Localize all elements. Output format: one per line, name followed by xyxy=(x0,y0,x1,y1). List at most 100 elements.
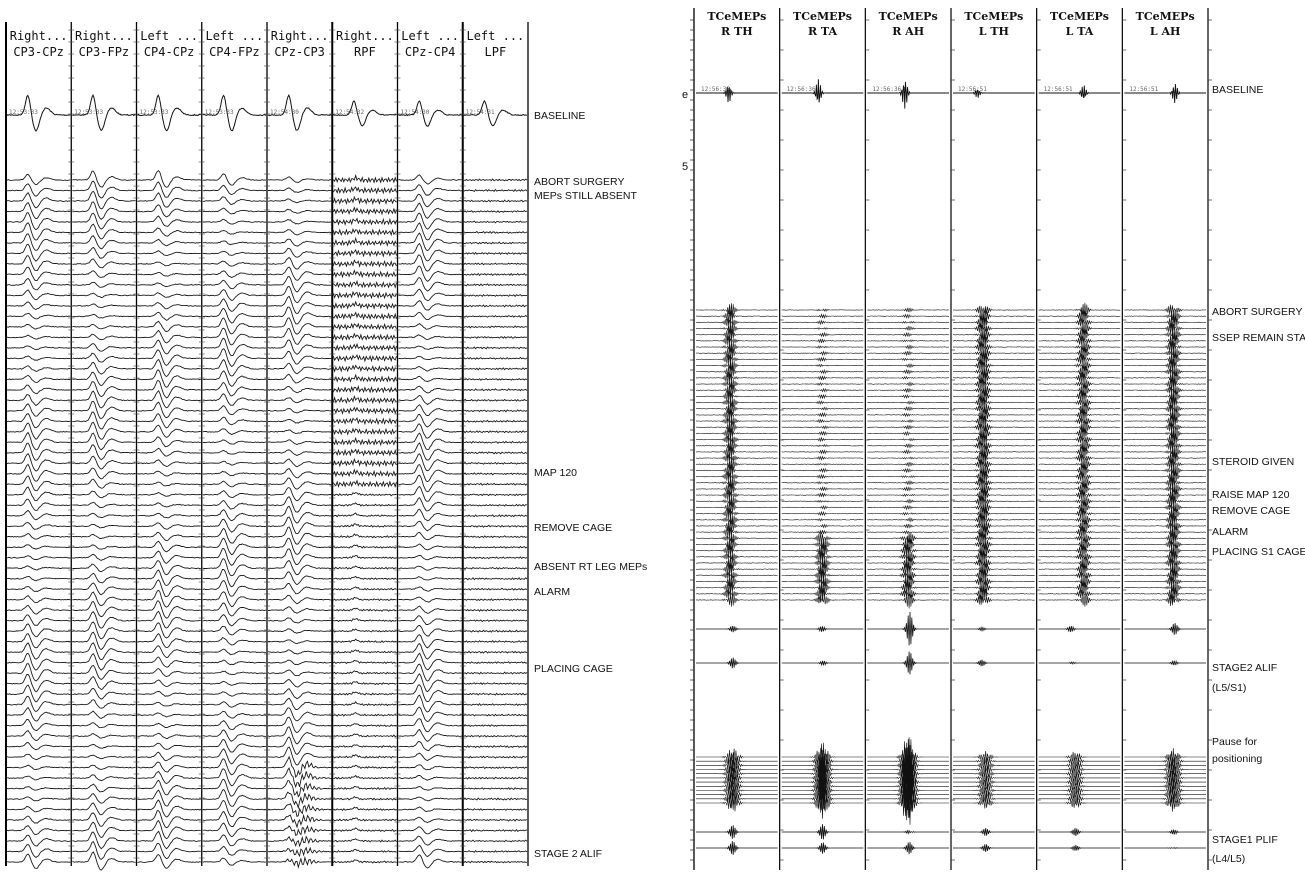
tcemep-trace xyxy=(781,518,864,522)
ssep-trace xyxy=(137,722,201,728)
tcemep-trace xyxy=(867,523,949,529)
tcemep-trace xyxy=(696,776,778,796)
ssep-trace xyxy=(398,796,462,802)
ssep-trace xyxy=(137,610,201,629)
ssep-trace xyxy=(72,478,136,489)
ssep-trace xyxy=(463,797,528,801)
tcemep-trace xyxy=(952,412,1035,430)
tcemep-trace xyxy=(696,657,778,669)
tcemep-trace xyxy=(695,496,778,507)
ssep-trace xyxy=(72,793,136,804)
ssep-trace xyxy=(463,829,528,833)
ssep-trace xyxy=(267,659,332,666)
tcemep-trace xyxy=(952,558,1035,568)
ssep-trace xyxy=(137,512,201,519)
tcemep-trace xyxy=(1124,770,1206,786)
ssep-trace xyxy=(267,306,332,325)
tcemep-trace xyxy=(695,508,778,520)
ssep-event-annotation: MEPs STILL ABSENT xyxy=(534,190,637,202)
tcemep-event-annotation: STAGE1 PLIF xyxy=(1212,834,1278,846)
ssep-trace xyxy=(6,201,71,220)
ssep-trace xyxy=(267,679,332,688)
ssep-trace xyxy=(72,270,136,278)
ssep-trace xyxy=(332,457,397,468)
tcemep-trace xyxy=(867,754,949,793)
tcemep-trace xyxy=(781,785,864,812)
ssep-trace xyxy=(333,806,397,812)
tcemep-trace xyxy=(867,400,950,405)
ssep-trace xyxy=(463,210,528,214)
ssep-trace xyxy=(398,663,462,682)
tcemep-trace xyxy=(952,522,1035,543)
ssep-trace xyxy=(72,343,136,352)
ssep-trace xyxy=(72,722,136,729)
ssep-trace xyxy=(463,388,528,392)
tcemep-trace xyxy=(781,788,864,819)
tcemep-trace xyxy=(696,789,778,809)
ssep-baseline-timestamp: 12:53:33 xyxy=(9,109,38,116)
ssep-trace xyxy=(398,634,462,649)
tcemep-trace xyxy=(695,390,778,403)
ssep-baseline-trace xyxy=(6,94,71,132)
tcemep-trace xyxy=(1124,426,1206,441)
tcemep-trace xyxy=(1124,785,1206,803)
tcemep-trace xyxy=(867,424,949,430)
tcemep-trace xyxy=(867,381,950,387)
tcemep-trace xyxy=(1038,363,1121,380)
tcemep-trace xyxy=(1038,379,1121,389)
ssep-trace xyxy=(6,586,71,592)
ssep-trace xyxy=(332,300,397,310)
ssep-trace xyxy=(202,527,267,544)
ssep-event-annotation: ABORT SURGERY xyxy=(534,176,624,188)
ssep-trace xyxy=(267,468,332,479)
ssep-trace xyxy=(137,742,201,750)
tcemep-trace xyxy=(1124,404,1207,413)
tcemep-trace xyxy=(695,572,778,579)
tcemep-trace xyxy=(1038,537,1121,553)
ssep-trace xyxy=(267,813,332,829)
ssep-trace xyxy=(398,652,462,671)
ssep-trace xyxy=(268,846,332,858)
tcemep-trace xyxy=(695,371,778,384)
tcemep-trace xyxy=(1124,757,1206,775)
tcemep-trace xyxy=(695,336,778,346)
ssep-trace xyxy=(398,497,462,512)
ssep-trace xyxy=(202,327,267,346)
ssep-trace xyxy=(6,532,71,540)
ssep-trace xyxy=(398,453,462,472)
tcemep-trace xyxy=(952,494,1035,508)
ssep-trace xyxy=(463,755,528,759)
ssep-trace xyxy=(6,595,71,604)
tcemep-trace xyxy=(1124,467,1207,486)
tcemep-trace xyxy=(953,794,1035,804)
ssep-baseline-trace xyxy=(333,100,397,127)
ssep-trace xyxy=(202,381,267,397)
ssep-trace xyxy=(137,302,201,310)
tcemep-trace xyxy=(867,591,950,609)
ssep-trace xyxy=(202,789,266,807)
tcemep-trace xyxy=(1124,483,1207,495)
tcemep-trace xyxy=(1038,579,1121,596)
tcemep-trace xyxy=(952,559,1035,579)
tcemep-trace xyxy=(952,548,1035,566)
ssep-trace xyxy=(6,742,71,751)
tcemep-trace xyxy=(867,344,949,350)
tcemep-trace xyxy=(953,828,1035,836)
tcemep-trace xyxy=(695,457,778,471)
ssep-trace xyxy=(398,385,462,394)
tcemep-trace xyxy=(695,436,778,443)
tcemep-trace xyxy=(1038,593,1121,607)
tcemep-trace xyxy=(781,418,864,424)
tcemep-trace xyxy=(953,781,1035,793)
ssep-trace xyxy=(332,827,397,833)
ssep-trace xyxy=(72,621,136,640)
ssep-trace xyxy=(72,490,136,499)
ssep-trace xyxy=(202,405,267,416)
ssep-trace xyxy=(137,842,201,860)
ssep-trace xyxy=(398,576,462,581)
ssep-trace xyxy=(398,694,462,713)
tcemep-trace xyxy=(1124,529,1206,547)
ssep-trace xyxy=(398,184,462,196)
ssep-trace xyxy=(72,201,136,220)
tcemep-trace xyxy=(1124,486,1207,504)
